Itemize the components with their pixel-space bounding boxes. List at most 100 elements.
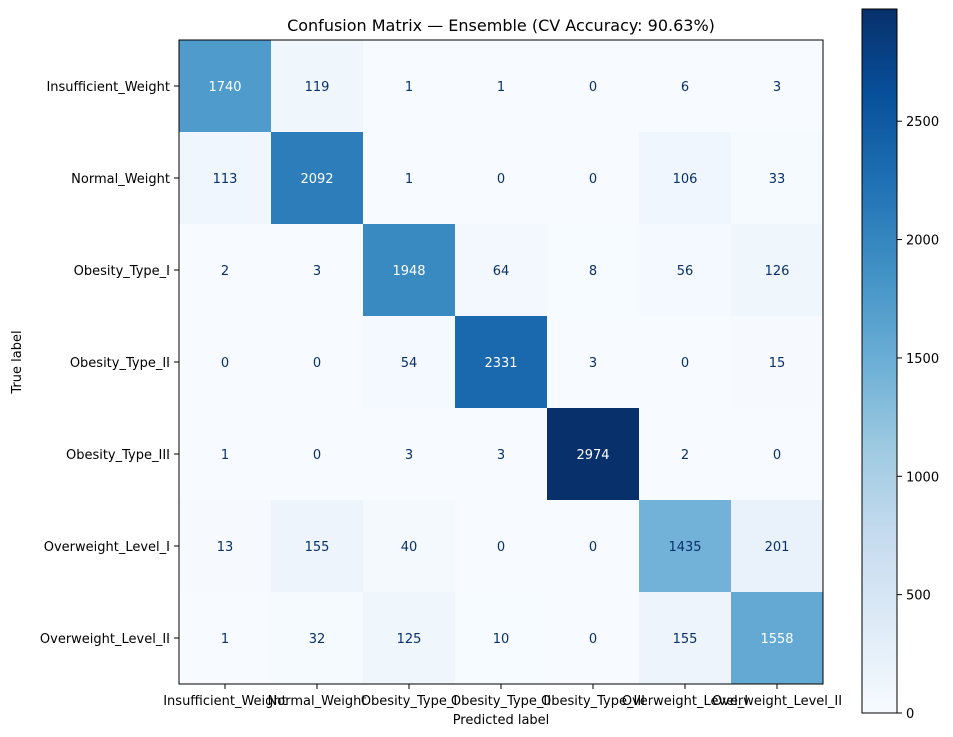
cell-value-label: 126 xyxy=(765,264,790,279)
heatmap-cell xyxy=(639,132,732,225)
x-tick-label: Obesity_Type_III xyxy=(541,694,645,709)
heatmap-cell xyxy=(547,40,640,133)
cell-value-label: 0 xyxy=(221,356,229,371)
cell-value-label: 1740 xyxy=(208,80,241,95)
cell-value-label: 0 xyxy=(681,356,689,371)
heatmap-cell xyxy=(179,40,272,133)
cell-value-label: 1 xyxy=(221,632,229,647)
heatmap-cell xyxy=(547,132,640,225)
heatmap-cell xyxy=(363,500,456,593)
cell-value-label: 0 xyxy=(313,356,321,371)
cell-value-label: 1435 xyxy=(668,540,701,555)
cell-value-label: 8 xyxy=(589,264,597,279)
heatmap-cell xyxy=(731,592,824,685)
heatmap-cell xyxy=(363,592,456,685)
cell-value-label: 3 xyxy=(773,80,781,95)
heatmap-cell xyxy=(547,500,640,593)
cell-value-label: 1 xyxy=(497,80,505,95)
heatmap-cell xyxy=(731,224,824,317)
cell-value-label: 3 xyxy=(497,448,505,463)
cell-value-label: 13 xyxy=(217,540,234,555)
cell-value-label: 113 xyxy=(213,172,238,187)
cell-value-label: 1558 xyxy=(760,632,793,647)
cell-value-label: 3 xyxy=(313,264,321,279)
cell-value-label: 33 xyxy=(769,172,786,187)
cell-value-label: 2974 xyxy=(576,448,609,463)
cell-value-label: 125 xyxy=(397,632,422,647)
heatmap-cell xyxy=(271,132,364,225)
cell-value-label: 1948 xyxy=(392,264,425,279)
y-tick-label: Overweight_Level_II xyxy=(40,632,170,647)
cell-value-label: 10 xyxy=(493,632,510,647)
heatmap-cell xyxy=(179,500,272,593)
heatmap-cell xyxy=(547,316,640,409)
cell-value-label: 0 xyxy=(589,172,597,187)
cell-value-label: 0 xyxy=(497,172,505,187)
heatmap-cell xyxy=(455,40,548,133)
heatmap-cell xyxy=(363,40,456,133)
heatmap-cell xyxy=(639,316,732,409)
heatmap-cell xyxy=(363,224,456,317)
cell-value-label: 3 xyxy=(405,448,413,463)
heatmap-cell xyxy=(179,408,272,501)
heatmap-cell xyxy=(455,500,548,593)
x-axis-label: Predicted label xyxy=(453,713,550,728)
cell-value-label: 40 xyxy=(401,540,418,555)
y-tick-label: Overweight_Level_I xyxy=(44,540,170,555)
x-tick-label: Insufficient_Weight xyxy=(163,694,287,709)
heatmap-cell xyxy=(179,224,272,317)
x-tick-label: Overweight_Level_I xyxy=(622,694,748,709)
heatmap-cell xyxy=(547,408,640,501)
heatmap-cell xyxy=(547,592,640,685)
y-tick-label: Obesity_Type_II xyxy=(70,356,170,371)
heatmap-cell xyxy=(731,316,824,409)
cell-value-label: 155 xyxy=(305,540,330,555)
heatmap-cell xyxy=(271,40,364,133)
cell-value-label: 1 xyxy=(221,448,229,463)
cell-value-label: 64 xyxy=(493,264,510,279)
colorbar xyxy=(861,8,898,714)
heatmap-cell xyxy=(731,40,824,133)
chart-title: Confusion Matrix — Ensemble (CV Accuracy… xyxy=(287,16,715,35)
heatmap-cell xyxy=(455,408,548,501)
cell-value-label: 119 xyxy=(305,80,330,95)
heatmap-cell xyxy=(179,592,272,685)
colorbar-tick-label: 500 xyxy=(906,589,931,604)
y-tick-label: Obesity_Type_III xyxy=(66,448,170,463)
heatmap-cell xyxy=(731,132,824,225)
heatmap-cell xyxy=(271,408,364,501)
y-tick-label: Insufficient_Weight xyxy=(46,80,170,95)
cell-value-label: 54 xyxy=(401,356,418,371)
y-tick-label: Obesity_Type_I xyxy=(74,264,170,279)
heatmap-cell xyxy=(271,500,364,593)
cell-value-label: 0 xyxy=(589,80,597,95)
cell-value-label: 6 xyxy=(681,80,689,95)
cell-value-label: 2092 xyxy=(300,172,333,187)
heatmap-cell xyxy=(363,132,456,225)
heatmap-cell xyxy=(271,316,364,409)
heatmap-cell xyxy=(639,40,732,133)
heatmap-cell xyxy=(639,408,732,501)
cell-value-label: 2 xyxy=(221,264,229,279)
heatmap-cells xyxy=(179,40,824,685)
heatmap-cell xyxy=(455,316,548,409)
cell-value-label: 0 xyxy=(589,632,597,647)
x-tick-label: Obesity_Type_II xyxy=(451,694,551,709)
cell-value-label: 0 xyxy=(313,448,321,463)
heatmap-cell xyxy=(639,500,732,593)
y-axis-label: True label xyxy=(10,330,25,394)
x-tick-label: Normal_Weight xyxy=(268,694,367,709)
cell-value-label: 2331 xyxy=(484,356,517,371)
colorbar-tick-label: 0 xyxy=(906,707,914,722)
heatmap-cell xyxy=(271,224,364,317)
cell-value-label: 0 xyxy=(497,540,505,555)
heatmap-cell xyxy=(639,592,732,685)
heatmap-cell xyxy=(455,224,548,317)
colorbar-tick-label: 2500 xyxy=(906,115,939,130)
cell-value-label: 56 xyxy=(677,264,694,279)
heatmap-cell xyxy=(547,224,640,317)
cell-value-label: 1 xyxy=(405,172,413,187)
y-tick-label: Normal_Weight xyxy=(71,172,170,187)
heatmap-cell xyxy=(179,316,272,409)
